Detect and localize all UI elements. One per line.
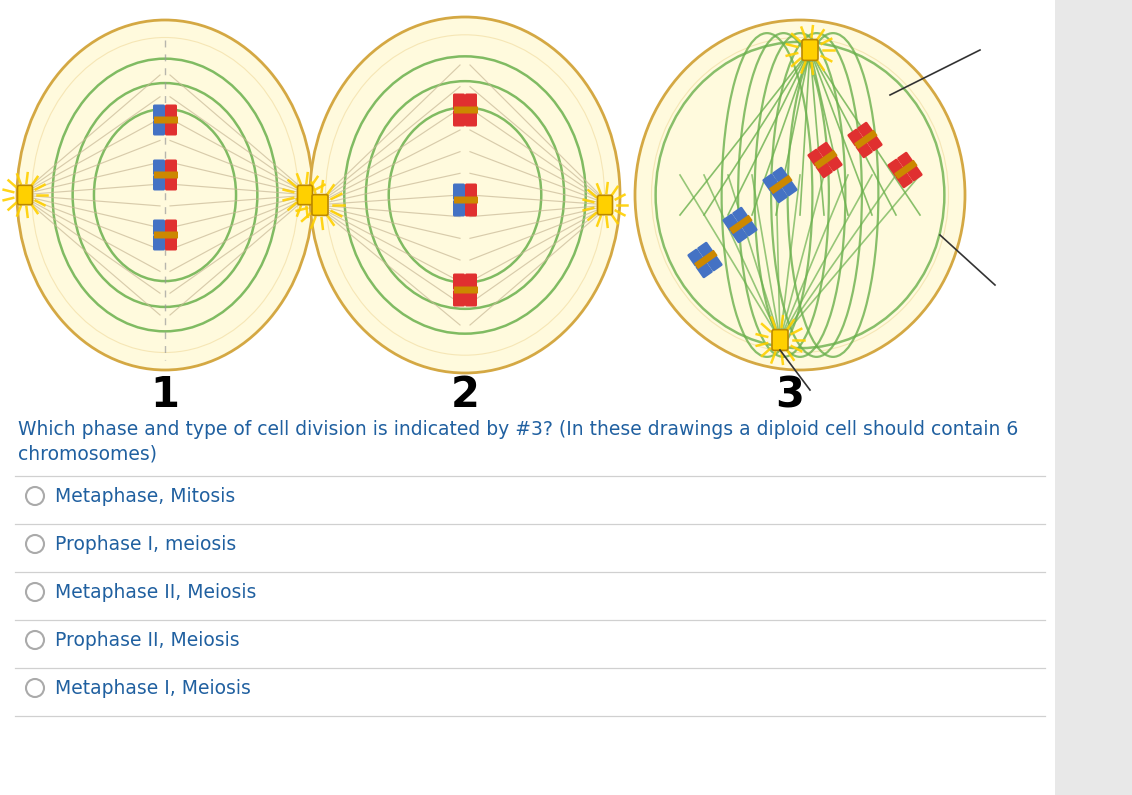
FancyBboxPatch shape	[825, 153, 842, 172]
FancyBboxPatch shape	[598, 196, 612, 215]
FancyBboxPatch shape	[153, 160, 165, 175]
Text: Metaphase, Mitosis: Metaphase, Mitosis	[55, 487, 235, 506]
FancyBboxPatch shape	[454, 196, 478, 204]
FancyBboxPatch shape	[687, 249, 704, 266]
FancyBboxPatch shape	[762, 173, 780, 192]
Bar	[1055, 0, 1132, 795]
Circle shape	[26, 535, 44, 553]
Circle shape	[26, 631, 44, 649]
FancyBboxPatch shape	[153, 104, 165, 120]
FancyBboxPatch shape	[154, 117, 178, 123]
FancyBboxPatch shape	[848, 129, 865, 146]
FancyBboxPatch shape	[895, 170, 912, 188]
FancyBboxPatch shape	[453, 184, 465, 200]
FancyBboxPatch shape	[695, 260, 713, 278]
FancyBboxPatch shape	[165, 219, 177, 235]
FancyBboxPatch shape	[857, 122, 874, 140]
FancyBboxPatch shape	[801, 40, 818, 60]
FancyBboxPatch shape	[453, 200, 465, 216]
FancyBboxPatch shape	[771, 185, 788, 204]
FancyBboxPatch shape	[465, 110, 477, 126]
FancyBboxPatch shape	[453, 110, 465, 126]
FancyBboxPatch shape	[732, 207, 749, 225]
FancyBboxPatch shape	[453, 290, 465, 307]
FancyBboxPatch shape	[453, 94, 465, 110]
FancyBboxPatch shape	[772, 167, 789, 184]
FancyBboxPatch shape	[906, 164, 923, 181]
Text: Prophase II, Meiosis: Prophase II, Meiosis	[55, 630, 240, 650]
FancyBboxPatch shape	[887, 159, 904, 176]
FancyBboxPatch shape	[465, 94, 477, 110]
Ellipse shape	[635, 20, 964, 370]
FancyBboxPatch shape	[165, 160, 177, 175]
FancyBboxPatch shape	[154, 172, 178, 179]
Circle shape	[26, 487, 44, 505]
Text: 2: 2	[451, 374, 480, 416]
Ellipse shape	[17, 20, 314, 370]
Text: Metaphase II, Meiosis: Metaphase II, Meiosis	[55, 583, 256, 602]
FancyBboxPatch shape	[465, 184, 477, 200]
FancyBboxPatch shape	[465, 273, 477, 290]
FancyBboxPatch shape	[730, 225, 748, 243]
FancyBboxPatch shape	[298, 185, 312, 204]
FancyBboxPatch shape	[453, 273, 465, 290]
FancyBboxPatch shape	[697, 242, 714, 260]
FancyBboxPatch shape	[153, 175, 165, 191]
Circle shape	[26, 583, 44, 601]
Text: Prophase I, meiosis: Prophase I, meiosis	[55, 534, 237, 553]
FancyBboxPatch shape	[894, 160, 918, 179]
FancyBboxPatch shape	[855, 130, 877, 149]
FancyBboxPatch shape	[153, 219, 165, 235]
FancyBboxPatch shape	[17, 185, 33, 204]
FancyBboxPatch shape	[722, 214, 739, 231]
FancyBboxPatch shape	[165, 175, 177, 191]
FancyBboxPatch shape	[817, 142, 834, 160]
FancyBboxPatch shape	[898, 152, 915, 169]
FancyBboxPatch shape	[769, 175, 792, 194]
FancyBboxPatch shape	[705, 254, 722, 271]
FancyBboxPatch shape	[454, 286, 478, 293]
FancyBboxPatch shape	[454, 107, 478, 114]
FancyBboxPatch shape	[165, 120, 177, 135]
FancyBboxPatch shape	[153, 235, 165, 250]
Text: Metaphase I, Meiosis: Metaphase I, Meiosis	[55, 678, 251, 697]
FancyBboxPatch shape	[807, 149, 824, 166]
Text: 3: 3	[775, 374, 805, 416]
FancyBboxPatch shape	[165, 235, 177, 250]
FancyBboxPatch shape	[153, 120, 165, 135]
Text: 1: 1	[151, 374, 180, 416]
FancyBboxPatch shape	[814, 149, 838, 169]
FancyBboxPatch shape	[815, 161, 833, 178]
FancyBboxPatch shape	[780, 178, 798, 196]
FancyBboxPatch shape	[165, 104, 177, 120]
FancyBboxPatch shape	[856, 141, 873, 158]
Text: chromosomes): chromosomes)	[18, 445, 157, 464]
FancyBboxPatch shape	[729, 215, 753, 234]
Ellipse shape	[310, 17, 620, 373]
FancyBboxPatch shape	[740, 219, 757, 236]
FancyBboxPatch shape	[694, 250, 718, 269]
FancyBboxPatch shape	[154, 231, 178, 238]
FancyBboxPatch shape	[465, 200, 477, 216]
FancyBboxPatch shape	[312, 195, 328, 215]
FancyBboxPatch shape	[465, 290, 477, 307]
Circle shape	[26, 679, 44, 697]
FancyBboxPatch shape	[865, 134, 883, 151]
FancyBboxPatch shape	[772, 330, 788, 351]
Text: Which phase and type of cell division is indicated by #3? (In these drawings a d: Which phase and type of cell division is…	[18, 420, 1019, 439]
